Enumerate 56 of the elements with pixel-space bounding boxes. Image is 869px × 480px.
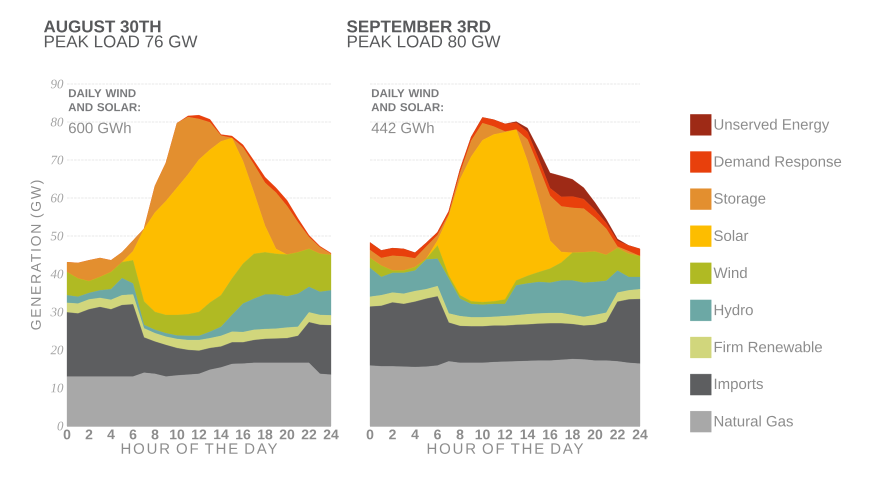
chart-subtitle: PEAK LOAD 76 GW [44, 35, 198, 48]
y-tick-label: 30 [50, 308, 64, 316]
x-tick-label: 6 [434, 430, 441, 440]
chart-title: SEPTEMBER 3RD [347, 20, 490, 32]
x-tick-label: 8 [152, 430, 158, 440]
y-tick-label: 80 [50, 118, 64, 126]
x-tick-label: 20 [280, 430, 294, 440]
legend-label: Natural Gas [714, 415, 793, 427]
legend-label: Wind [714, 267, 747, 278]
x-tick-label: 14 [214, 430, 229, 440]
x-tick-label: 0 [64, 430, 70, 440]
legend-label: Storage [714, 193, 766, 207]
x-tick-label: 22 [610, 430, 625, 440]
x-axis-title: HOUR OF THE DAY [122, 443, 278, 454]
x-tick-label: 8 [456, 430, 464, 440]
x-tick-label: 18 [258, 430, 272, 440]
x-tick-label: 18 [566, 430, 580, 440]
x-tick-label: 0 [366, 430, 374, 440]
y-tick-label: 40 [50, 270, 64, 278]
x-tick-label: 22 [302, 430, 316, 440]
y-tick-label: 90 [50, 80, 64, 88]
x-tick-label: 4 [107, 430, 115, 440]
x-tick-label: 16 [543, 430, 558, 440]
x-tick-label: 12 [192, 430, 206, 440]
x-tick-label: 2 [86, 430, 92, 440]
x-tick-label: 16 [236, 430, 250, 440]
chart-subtitle: PEAK LOAD 80 GW [348, 35, 500, 48]
y-tick-label: 10 [50, 384, 64, 392]
legend-label: Hydro [714, 304, 753, 318]
y-tick-label: 20 [50, 346, 64, 354]
x-tick-label: 12 [498, 430, 512, 440]
x-tick-label: 24 [632, 430, 648, 440]
legend-label: Firm Renewable [714, 341, 822, 352]
x-tick-label: 10 [170, 430, 184, 440]
annotation: 600 GWh [68, 122, 131, 134]
y-tick-label: 0 [57, 422, 64, 430]
y-axis-title: GENERATION (GW) [30, 180, 44, 330]
annotation: 442 GWh [372, 122, 434, 134]
y-tick-label: 50 [50, 232, 64, 240]
x-tick-label: 2 [389, 430, 396, 440]
chart-title: AUGUST 30TH [44, 20, 160, 32]
annotation: DAILY WIND AND SOLAR: [371, 89, 443, 112]
x-tick-label: 24 [324, 430, 339, 440]
x-tick-label: 14 [520, 430, 536, 440]
annotation: DAILY WIND AND SOLAR: [68, 89, 140, 112]
legend-label: Unserved Energy [714, 118, 830, 133]
x-tick-label: 4 [411, 430, 419, 440]
y-tick-label: 70 [51, 156, 64, 164]
x-axis-title: HOUR OF THE DAY [428, 443, 584, 454]
x-tick-label: 6 [130, 430, 136, 440]
x-tick-label: 20 [588, 430, 602, 440]
legend-label: Solar [714, 230, 748, 242]
y-tick-label: 60 [51, 194, 64, 202]
legend-label: Imports [714, 378, 763, 392]
x-tick-label: 10 [476, 430, 490, 440]
legend-label: Demand Response [714, 156, 842, 170]
